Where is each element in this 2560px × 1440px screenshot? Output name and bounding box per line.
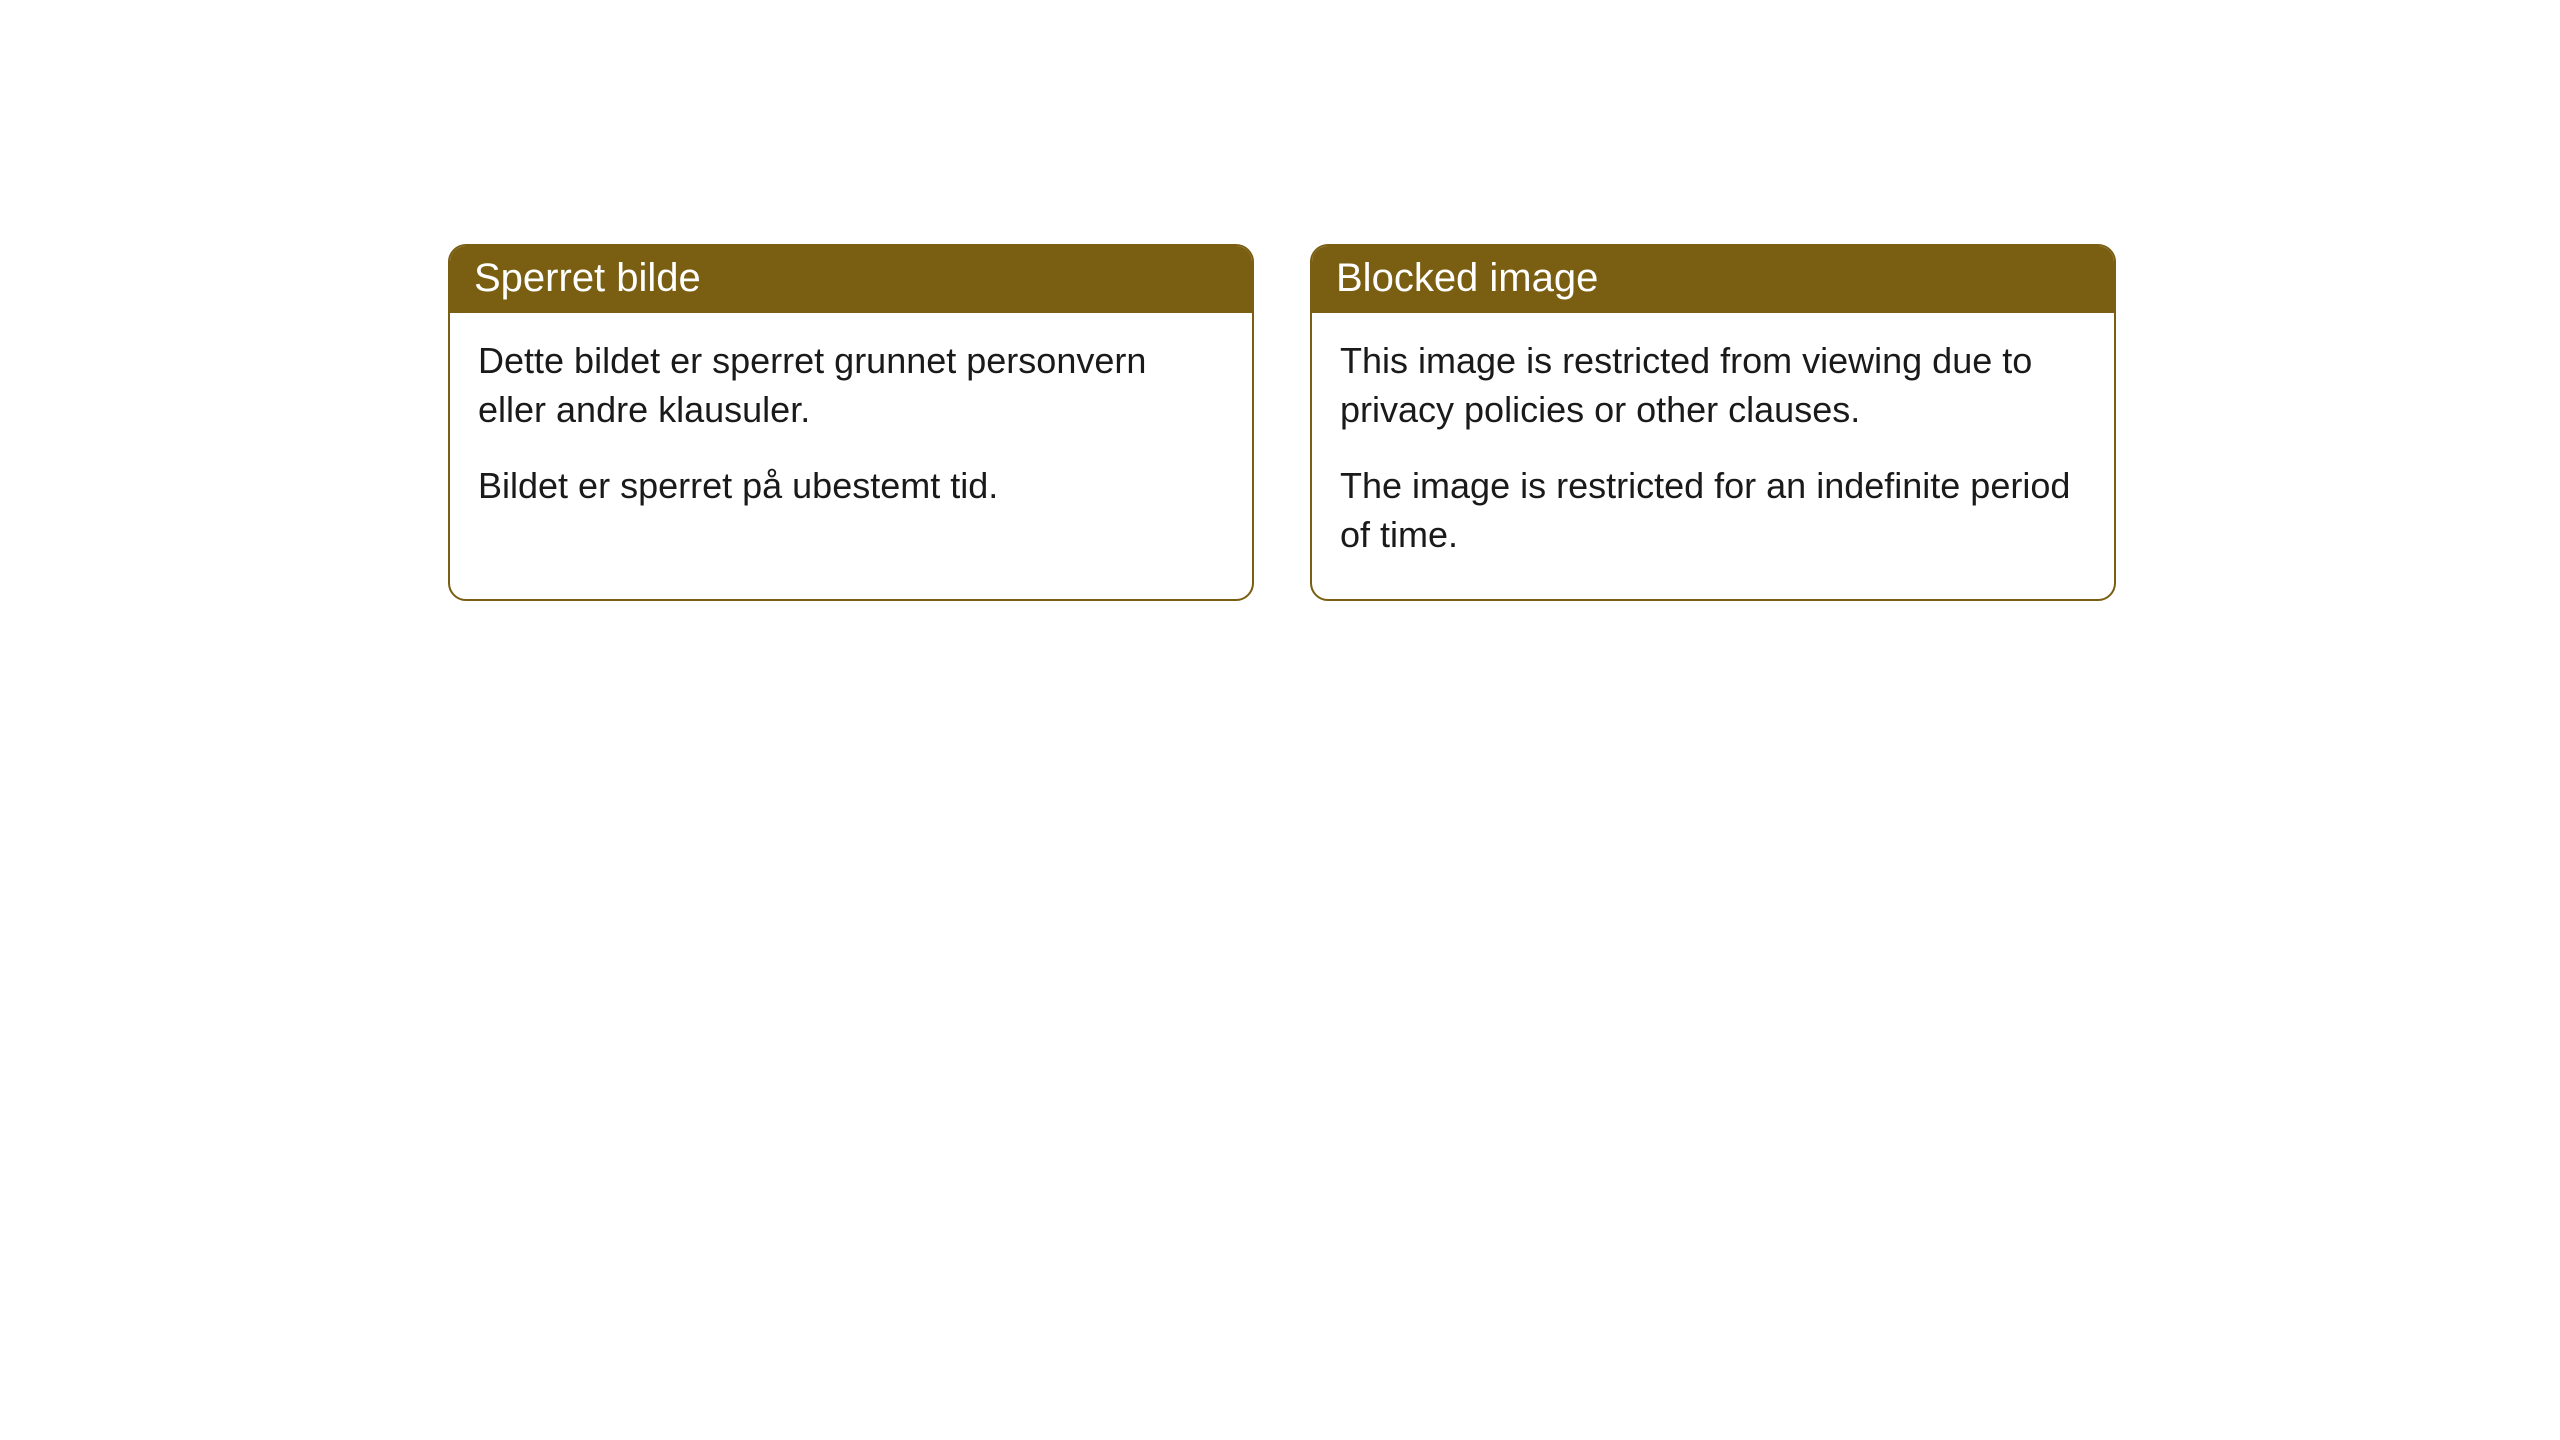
notice-cards-container: Sperret bilde Dette bildet er sperret gr… xyxy=(448,244,2116,601)
card-title: Blocked image xyxy=(1336,256,1598,300)
blocked-image-card-english: Blocked image This image is restricted f… xyxy=(1310,244,2116,601)
card-paragraph: The image is restricted for an indefinit… xyxy=(1340,462,2086,559)
card-paragraph: Dette bildet er sperret grunnet personve… xyxy=(478,337,1224,434)
card-title: Sperret bilde xyxy=(474,256,701,300)
card-body-norwegian: Dette bildet er sperret grunnet personve… xyxy=(450,313,1252,551)
card-paragraph: This image is restricted from viewing du… xyxy=(1340,337,2086,434)
card-header-norwegian: Sperret bilde xyxy=(450,246,1252,313)
blocked-image-card-norwegian: Sperret bilde Dette bildet er sperret gr… xyxy=(448,244,1254,601)
card-body-english: This image is restricted from viewing du… xyxy=(1312,313,2114,599)
card-paragraph: Bildet er sperret på ubestemt tid. xyxy=(478,462,1224,511)
card-header-english: Blocked image xyxy=(1312,246,2114,313)
